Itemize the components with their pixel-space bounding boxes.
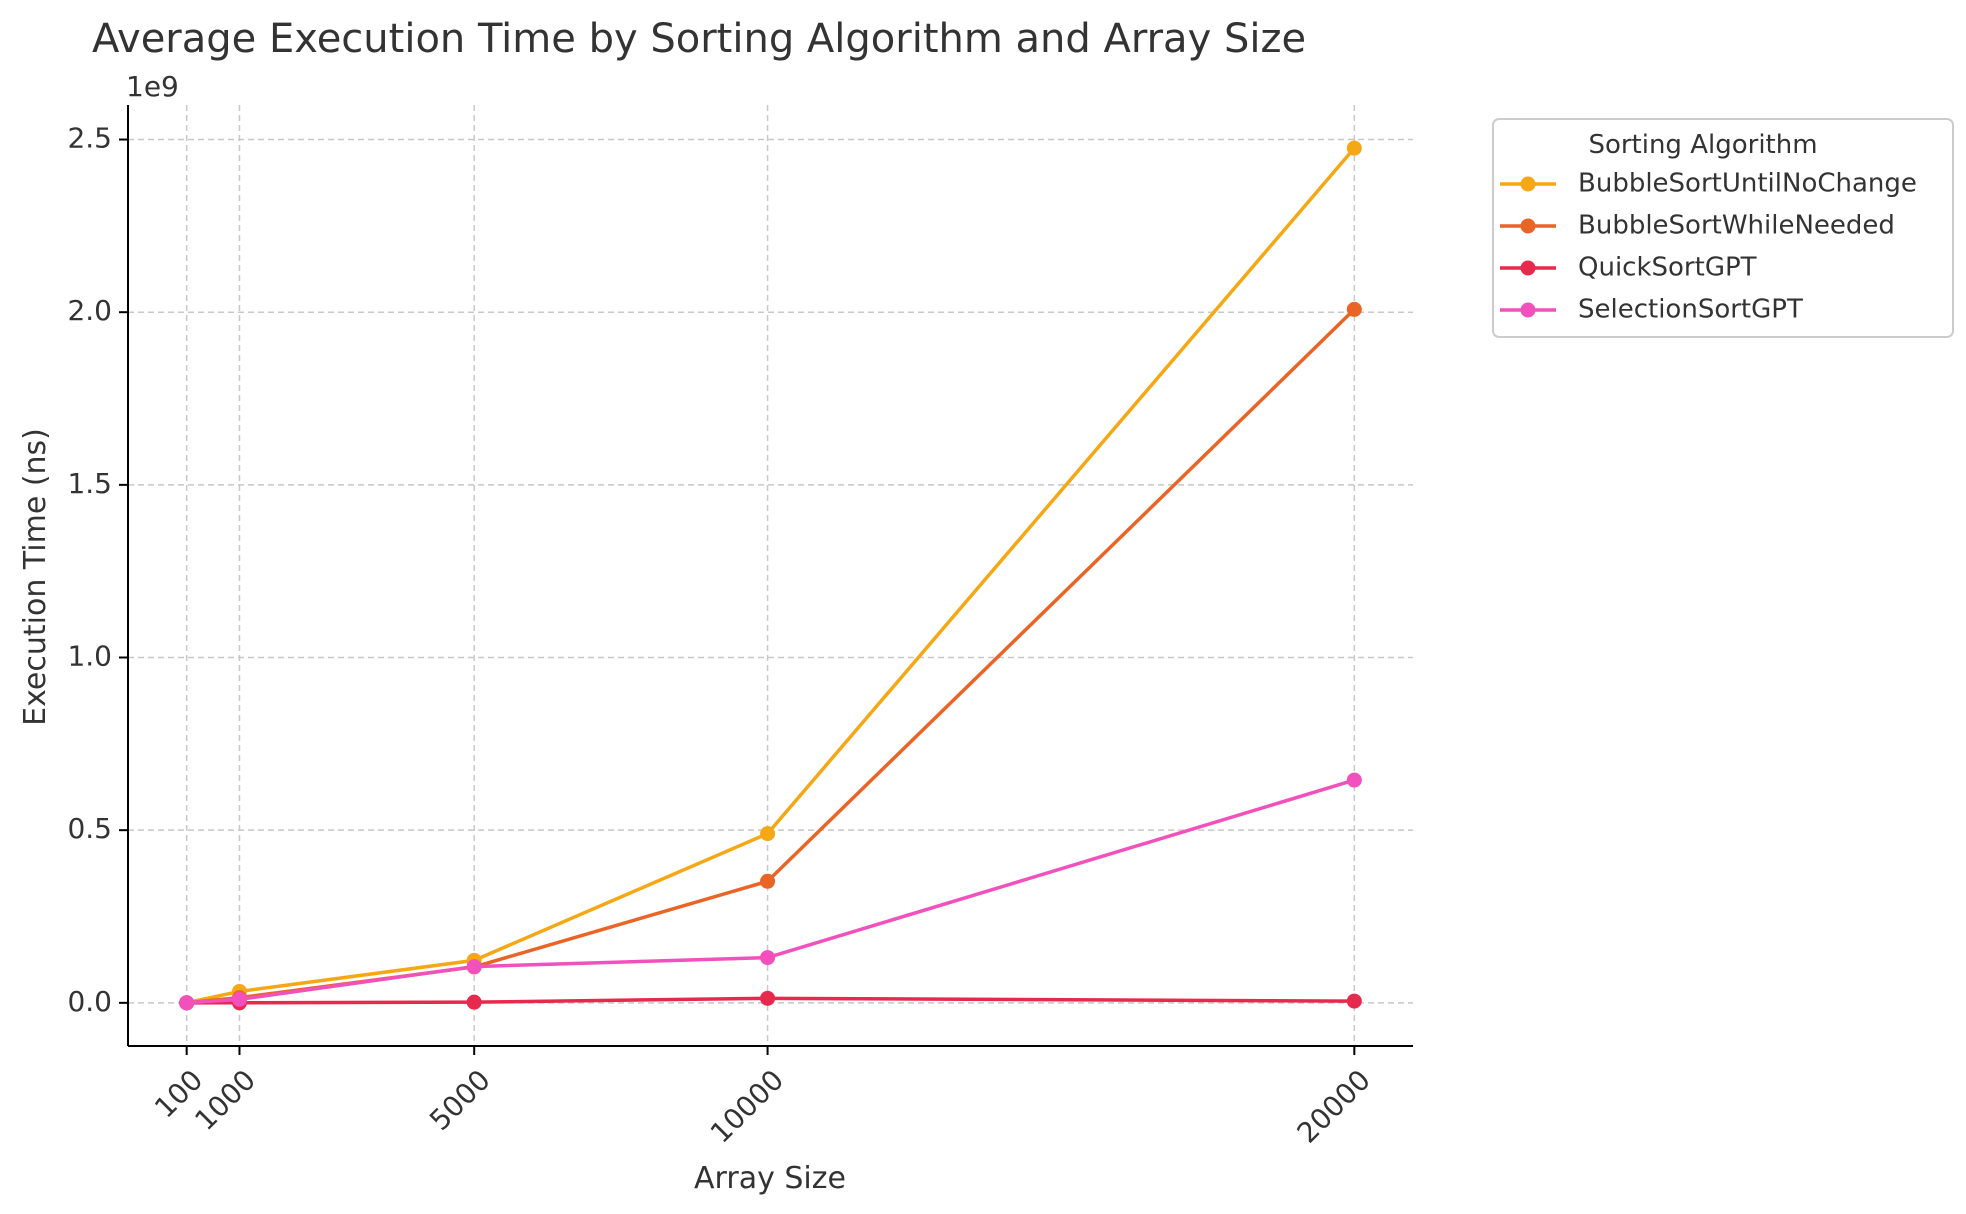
data-point <box>1346 140 1362 156</box>
series-SelectionSortGPT <box>179 772 1362 1011</box>
series-lines <box>179 140 1362 1011</box>
data-point <box>760 873 776 889</box>
x-tick-label: 1000 <box>188 1063 262 1137</box>
legend-marker <box>1520 260 1536 276</box>
y-tick-label: 2.0 <box>67 294 112 327</box>
legend-item: SelectionSortGPT <box>1500 295 1803 325</box>
data-point <box>466 959 482 975</box>
data-point <box>231 991 247 1007</box>
y-tick-label: 0.5 <box>67 812 112 845</box>
y-tick-label: 0.0 <box>67 985 112 1018</box>
grid <box>128 105 1413 1046</box>
legend-marker <box>1520 302 1536 318</box>
data-point <box>179 995 195 1011</box>
legend-label: BubbleSortWhileNeeded <box>1578 211 1895 241</box>
legend-title: Sorting Algorithm <box>1588 130 1817 160</box>
y-offset-label: 1e9 <box>126 70 179 103</box>
y-axis-label: Execution Time (ns) <box>18 428 53 726</box>
legend-marker <box>1520 218 1536 234</box>
legend-label: SelectionSortGPT <box>1578 295 1803 325</box>
data-point <box>760 826 776 842</box>
series-line <box>184 778 1357 1005</box>
legend-item: BubbleSortUntilNoChange <box>1500 169 1917 199</box>
y-tick-label: 2.5 <box>67 122 112 155</box>
legend-items: BubbleSortUntilNoChange BubbleSortWhileNe… <box>1500 169 1917 325</box>
x-tick-label: 5000 <box>423 1063 497 1137</box>
legend: Sorting Algorithm BubbleSortUntilNoChang… <box>1492 118 1954 338</box>
y-tick-label: 1.0 <box>67 640 112 673</box>
legend-item: BubbleSortWhileNeeded <box>1500 211 1895 241</box>
legend-marker <box>1520 176 1536 192</box>
x-axis-label: Array Size <box>694 1161 846 1196</box>
legend-label: BubbleSortUntilNoChange <box>1578 169 1917 199</box>
series-BubbleSortWhileNeeded <box>179 301 1362 1011</box>
y-axis-ticks: 0.0 0.5 1.0 1.5 2.0 2.5 <box>67 122 128 1018</box>
data-point <box>760 950 776 966</box>
chart-title: Average Execution Time by Sorting Algori… <box>92 16 1306 62</box>
y-tick-label: 1.5 <box>67 467 112 500</box>
data-point <box>760 990 776 1006</box>
axes <box>127 105 1413 1047</box>
data-point <box>1346 772 1362 788</box>
series-line <box>184 307 1357 1005</box>
legend-item: QuickSortGPT <box>1500 253 1757 283</box>
legend-label: QuickSortGPT <box>1578 253 1757 283</box>
x-tick-label: 20000 <box>1291 1063 1377 1149</box>
x-tick-label: 10000 <box>704 1063 790 1149</box>
data-point <box>1346 993 1362 1009</box>
legend-frame <box>1492 118 1954 338</box>
data-point <box>1346 301 1362 317</box>
data-point <box>466 994 482 1010</box>
series-QuickSortGPT <box>179 990 1362 1011</box>
